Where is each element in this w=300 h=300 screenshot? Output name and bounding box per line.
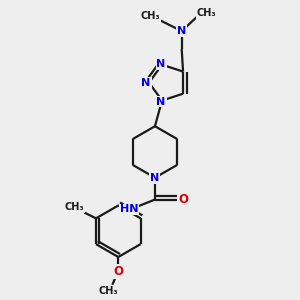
Text: N: N [156, 97, 166, 106]
Text: CH₃: CH₃ [64, 202, 84, 212]
Text: HN: HN [120, 204, 138, 214]
Text: N: N [156, 59, 166, 69]
Text: N: N [177, 26, 186, 36]
Text: O: O [179, 193, 189, 206]
Text: N: N [150, 173, 160, 183]
Text: N: N [141, 78, 151, 88]
Text: O: O [113, 266, 123, 278]
Text: CH₃: CH₃ [197, 8, 216, 18]
Text: CH₃: CH₃ [140, 11, 160, 21]
Text: CH₃: CH₃ [99, 286, 118, 296]
